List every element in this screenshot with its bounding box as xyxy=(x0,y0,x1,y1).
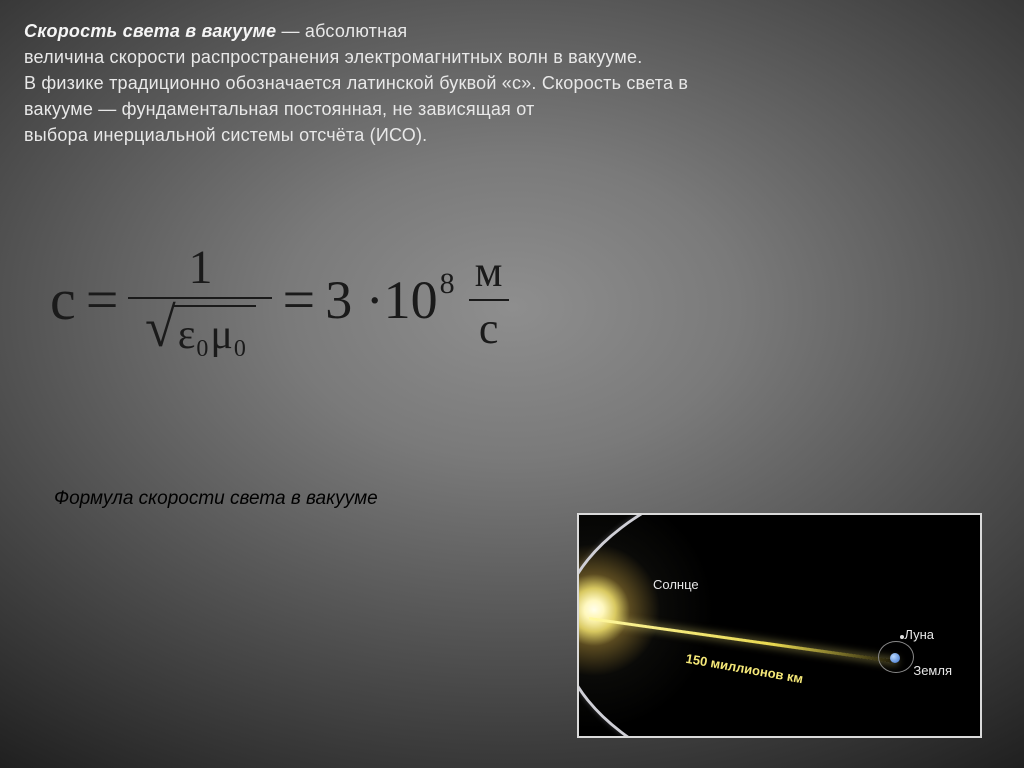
denominator: √ ε0μ0 xyxy=(145,299,256,359)
formula-eq2: = xyxy=(282,266,315,333)
epsilon-sub: 0 xyxy=(196,336,208,363)
sqrt: √ ε0μ0 xyxy=(145,305,256,359)
term-bold: Скорость света в вакууме xyxy=(24,21,276,41)
numerator: 1 xyxy=(128,240,272,297)
unit-fraction: м с xyxy=(469,246,509,354)
unit-bot: с xyxy=(479,301,499,354)
definition-paragraph: Скорость света в вакууме — абсолютная ве… xyxy=(24,18,984,148)
line2: величина скорости распространения электр… xyxy=(24,47,642,67)
line5: выбора инерциальной системы отсчёта (ИСО… xyxy=(24,125,427,145)
formula-eq1: = xyxy=(86,266,119,333)
mu-sub: 0 xyxy=(234,336,246,363)
line1-rest: — абсолютная xyxy=(276,21,407,41)
earth-label: Земля xyxy=(913,663,952,678)
line3: В физике традиционно обозначается латинс… xyxy=(24,73,688,93)
diagram-inner: Солнце 150 миллионов км Луна Земля xyxy=(579,515,980,736)
sun-label: Солнце xyxy=(653,577,699,592)
value-base: 3 ·10 xyxy=(325,269,437,331)
formula-caption: Формула скорости света в вакууме xyxy=(54,488,378,510)
formula-rhs: 3 ·108 м с xyxy=(325,246,508,354)
formula-fraction: 1 √ ε0μ0 xyxy=(128,240,272,359)
line4: вакууме — фундаментальная постоянная, не… xyxy=(24,99,534,119)
solar-diagram: Солнце 150 миллионов км Луна Земля xyxy=(577,513,982,738)
moon-label: Луна xyxy=(904,627,934,642)
earth-dot xyxy=(890,653,900,663)
formula-lhs: c xyxy=(50,266,76,333)
mu: μ xyxy=(210,311,233,359)
value-exp: 8 xyxy=(440,267,455,301)
radical-sign: √ xyxy=(145,305,176,353)
epsilon: ε xyxy=(178,311,196,359)
radicand: ε0μ0 xyxy=(174,305,256,359)
unit-top: м xyxy=(469,246,509,299)
speed-of-light-formula: c = 1 √ ε0μ0 = 3 ·108 м с xyxy=(50,240,509,359)
moon-dot xyxy=(900,635,904,639)
